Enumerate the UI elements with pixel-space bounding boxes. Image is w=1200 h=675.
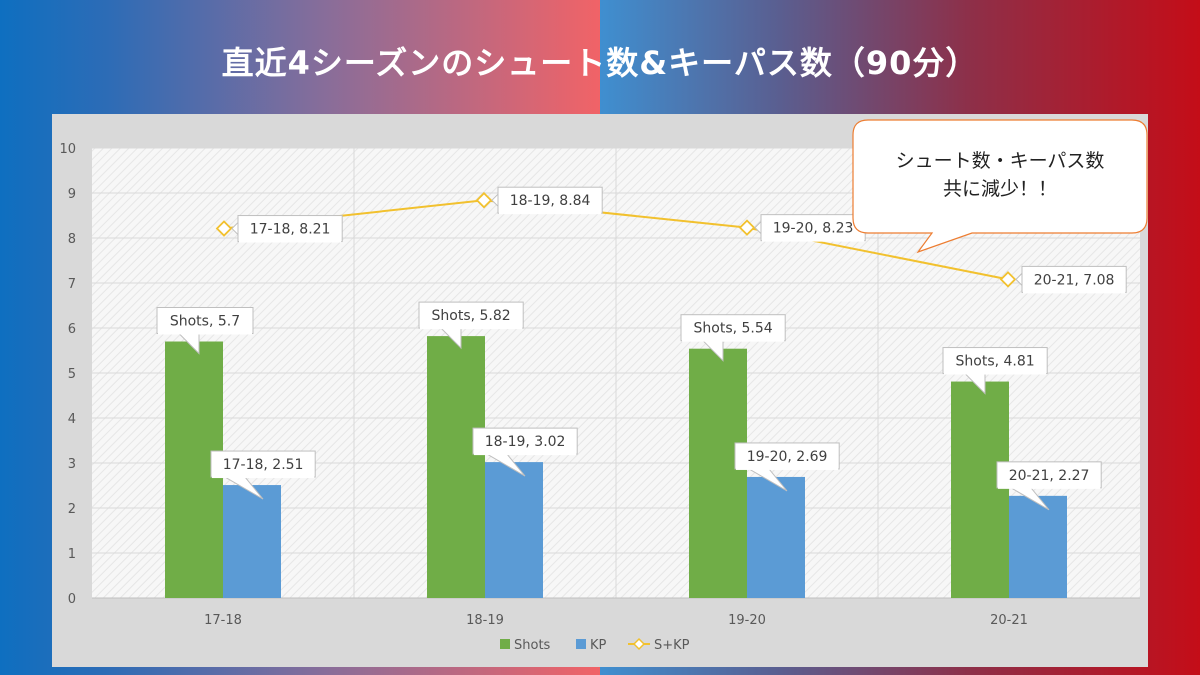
y-tick-label: 2	[68, 502, 76, 517]
callout-bubble	[852, 119, 1148, 254]
x-tick-label: 19-20	[728, 613, 766, 628]
data-label-box-mask	[239, 239, 342, 243]
data-label-text: 20-21, 7.08	[1034, 272, 1115, 288]
legend-swatch	[500, 639, 510, 649]
bar-shots[interactable]	[689, 348, 747, 598]
y-tick-label: 9	[68, 187, 76, 202]
legend-label: Shots	[514, 638, 551, 653]
data-label-box-mask	[944, 371, 1047, 375]
data-label-skp: 17-18, 8.21	[231, 215, 343, 243]
data-label-kp: 18-19, 3.02	[472, 427, 578, 477]
legend-swatch	[576, 639, 586, 649]
callout-line-2: 共に減少！！	[943, 178, 1057, 200]
data-label-box	[418, 301, 524, 329]
bar-shots[interactable]	[951, 381, 1009, 598]
bar-kp[interactable]	[1009, 495, 1067, 598]
y-tick-label: 0	[68, 592, 76, 607]
legend-item-shots[interactable]: Shots	[500, 638, 551, 653]
data-label-box-mask	[762, 238, 865, 242]
data-label-text: 19-20, 8.23	[773, 221, 854, 237]
bar-kp[interactable]	[485, 462, 543, 598]
data-label-text: 18-19, 3.02	[485, 434, 566, 450]
bar-shots[interactable]	[427, 336, 485, 598]
data-label-box-mask	[998, 485, 1101, 489]
y-tick-label: 8	[68, 232, 76, 247]
y-tick-label: 3	[68, 457, 76, 472]
data-label-text: Shots, 5.54	[694, 321, 773, 337]
data-label-shots: Shots, 4.81	[942, 347, 1048, 395]
legend-label: KP	[590, 638, 607, 653]
data-label-box-mask	[1023, 290, 1126, 294]
data-label-box	[1021, 265, 1127, 293]
data-label-kp: 19-20, 2.69	[734, 442, 840, 492]
data-label-box	[734, 442, 840, 470]
page-title: 直近4シーズンのシュート数&キーパス数（90分）	[221, 44, 979, 82]
data-label-text: Shots, 5.7	[170, 314, 240, 330]
series-line-skp	[223, 199, 1009, 281]
x-tick-label: 17-18	[204, 613, 242, 628]
data-label-text: 17-18, 2.51	[223, 457, 304, 473]
data-label-skp: 20-21, 7.08	[1015, 265, 1127, 294]
data-label-box-mask	[499, 211, 602, 215]
data-label-text: 20-21, 2.27	[1009, 468, 1090, 484]
chart-panel: 0 1 2 3 4 5 6 7 8 9 10 17-18 18-19 19-20 20-21 Shots,…	[52, 114, 1148, 667]
x-tick-label: 18-19	[466, 613, 504, 628]
marker-skp[interactable]	[738, 219, 756, 236]
y-tick-label: 5	[68, 367, 76, 382]
data-label-skp: 19-20, 8.23	[754, 214, 866, 242]
y-tick-label: 6	[68, 322, 76, 337]
data-label-box	[237, 215, 343, 243]
data-label-text: Shots, 4.81	[956, 354, 1035, 370]
data-label-box-mask	[420, 326, 523, 330]
data-label-text: Shots, 5.82	[432, 308, 511, 324]
data-label-box	[210, 450, 316, 478]
data-label-box	[497, 186, 603, 214]
data-label-box-mask	[736, 466, 839, 470]
data-label-box-mask	[682, 338, 785, 342]
marker-skp[interactable]	[999, 271, 1017, 288]
data-label-shots: Shots, 5.7	[156, 307, 254, 355]
callout: シュート数・キーパス数 共に減少！！	[852, 119, 1148, 254]
bar-kp[interactable]	[223, 485, 281, 598]
data-label-text: 17-18, 8.21	[250, 222, 331, 238]
bar-kp[interactable]	[747, 476, 805, 598]
callout-line-1: シュート数・キーパス数	[896, 150, 1105, 172]
marker-skp[interactable]	[215, 220, 233, 237]
data-label-kp: 20-21, 2.27	[996, 461, 1102, 511]
legend-item-s-kp[interactable]: S+KP	[628, 637, 690, 653]
y-tick-label: 7	[68, 277, 76, 292]
data-label-box-mask	[158, 331, 252, 335]
data-label-text: 19-20, 2.69	[747, 449, 828, 465]
x-tick-label: 20-21	[990, 613, 1028, 628]
legend-item-kp[interactable]: KP	[576, 638, 607, 653]
data-label-shots: Shots, 5.82	[418, 301, 524, 350]
data-label-kp: 17-18, 2.51	[210, 450, 316, 500]
legend-marker	[632, 637, 646, 651]
y-tick-label: 4	[68, 412, 76, 427]
combo-chart: 0 1 2 3 4 5 6 7 8 9 10 17-18 18-19 19-20 20-21 Shots,…	[59, 119, 1148, 653]
y-tick-label: 1	[68, 547, 76, 562]
legend-label: S+KP	[654, 638, 690, 653]
marker-skp[interactable]	[475, 191, 493, 209]
data-label-skp: 18-19, 8.84	[491, 186, 603, 215]
data-label-box-mask	[474, 452, 577, 456]
data-label-shots: Shots, 5.54	[680, 314, 786, 362]
data-label-text: 18-19, 8.84	[510, 193, 591, 209]
data-label-box-mask	[212, 475, 315, 479]
y-tick-label: 10	[59, 142, 76, 157]
